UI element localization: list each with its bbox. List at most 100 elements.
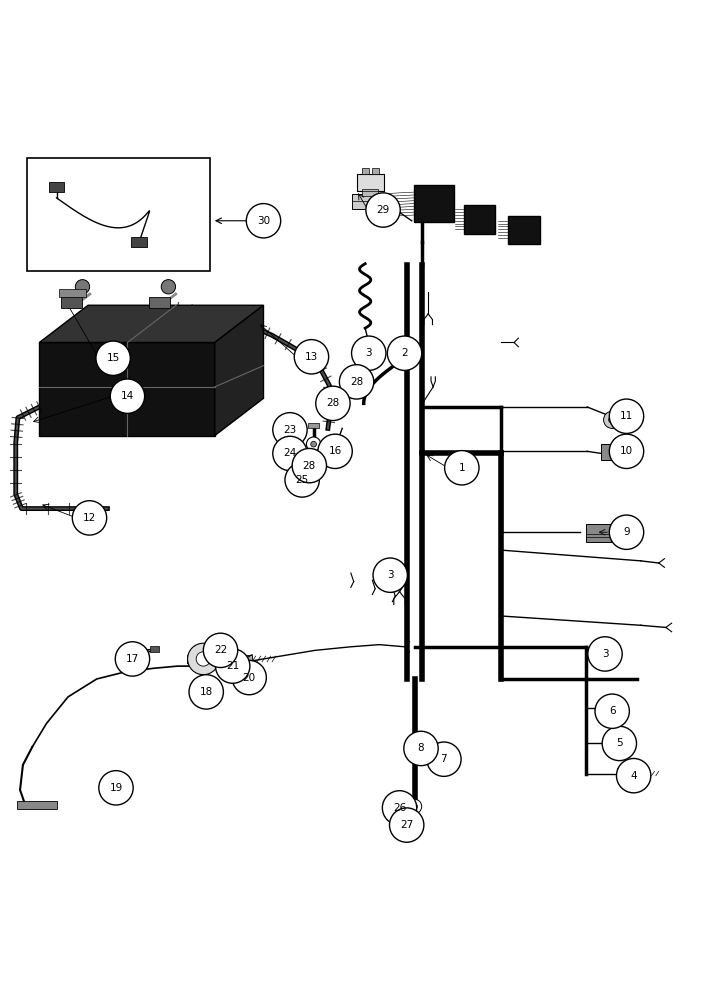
- Text: 3: 3: [365, 348, 372, 358]
- Text: 21: 21: [226, 661, 239, 671]
- Circle shape: [273, 413, 307, 447]
- Bar: [372, 168, 379, 174]
- Text: 9: 9: [623, 527, 630, 537]
- Text: 28: 28: [326, 398, 339, 408]
- Circle shape: [99, 771, 133, 805]
- Circle shape: [435, 755, 441, 761]
- Circle shape: [403, 815, 420, 832]
- Polygon shape: [215, 305, 263, 436]
- Circle shape: [616, 758, 651, 793]
- Text: 30: 30: [257, 216, 270, 226]
- Circle shape: [330, 400, 336, 406]
- Text: 16: 16: [329, 446, 342, 456]
- Circle shape: [412, 740, 427, 754]
- Circle shape: [196, 652, 211, 666]
- Circle shape: [294, 340, 329, 374]
- Circle shape: [445, 451, 479, 485]
- Bar: [362, 189, 378, 196]
- Circle shape: [366, 193, 400, 227]
- Circle shape: [387, 336, 422, 370]
- Circle shape: [417, 744, 422, 750]
- Circle shape: [306, 456, 321, 470]
- Circle shape: [404, 731, 438, 766]
- Bar: [352, 194, 379, 209]
- Text: 13: 13: [305, 352, 318, 362]
- Bar: [131, 237, 147, 247]
- Circle shape: [188, 643, 219, 675]
- Circle shape: [316, 386, 350, 421]
- Bar: [586, 524, 611, 542]
- Circle shape: [311, 460, 316, 466]
- Circle shape: [75, 280, 90, 294]
- Circle shape: [611, 740, 618, 747]
- Circle shape: [232, 660, 266, 695]
- Text: 8: 8: [417, 743, 425, 753]
- Bar: [357, 174, 384, 191]
- Circle shape: [382, 791, 417, 825]
- Circle shape: [427, 742, 461, 776]
- Text: 17: 17: [126, 654, 139, 664]
- Bar: [243, 655, 252, 663]
- Bar: [600, 703, 613, 713]
- Bar: [308, 423, 319, 428]
- Circle shape: [602, 726, 637, 761]
- Text: 28: 28: [350, 377, 363, 387]
- Bar: [619, 447, 634, 457]
- Circle shape: [318, 434, 352, 468]
- Circle shape: [72, 501, 107, 535]
- Text: 27: 27: [400, 820, 413, 830]
- Circle shape: [306, 437, 321, 451]
- Circle shape: [110, 379, 145, 413]
- Circle shape: [306, 463, 312, 468]
- Bar: [390, 347, 403, 355]
- Polygon shape: [39, 342, 215, 436]
- Circle shape: [332, 446, 339, 453]
- Bar: [59, 289, 86, 297]
- Circle shape: [609, 399, 644, 433]
- Circle shape: [609, 416, 616, 423]
- Text: 7: 7: [440, 754, 448, 764]
- Circle shape: [407, 799, 422, 814]
- Text: 22: 22: [214, 645, 227, 655]
- Circle shape: [588, 637, 622, 671]
- Text: 24: 24: [284, 448, 296, 458]
- Circle shape: [595, 694, 629, 728]
- Text: 11: 11: [620, 411, 633, 421]
- Bar: [17, 801, 57, 809]
- Text: 29: 29: [377, 205, 390, 215]
- Text: 19: 19: [110, 783, 122, 793]
- Circle shape: [115, 642, 150, 676]
- Text: 15: 15: [107, 353, 120, 363]
- Circle shape: [96, 341, 130, 375]
- Circle shape: [609, 515, 644, 549]
- Circle shape: [216, 649, 250, 683]
- Circle shape: [285, 463, 319, 497]
- Text: 3: 3: [387, 570, 394, 580]
- Bar: [362, 168, 369, 174]
- Circle shape: [246, 204, 281, 238]
- Bar: [149, 297, 170, 308]
- Text: 23: 23: [284, 425, 296, 435]
- Circle shape: [354, 381, 359, 387]
- Text: 2: 2: [401, 348, 408, 358]
- Bar: [49, 182, 64, 192]
- Circle shape: [326, 396, 340, 410]
- Text: 1: 1: [458, 463, 465, 473]
- Circle shape: [339, 365, 374, 399]
- Bar: [508, 216, 540, 244]
- Text: 5: 5: [616, 738, 623, 748]
- Polygon shape: [39, 305, 263, 342]
- Text: 4: 4: [630, 771, 637, 781]
- Bar: [150, 646, 159, 652]
- Bar: [61, 297, 82, 308]
- Circle shape: [292, 448, 326, 483]
- Circle shape: [311, 441, 316, 447]
- Circle shape: [161, 280, 175, 294]
- Text: 3: 3: [601, 649, 609, 659]
- Text: 26: 26: [393, 803, 406, 813]
- Text: 10: 10: [620, 446, 633, 456]
- Text: 6: 6: [609, 706, 616, 716]
- Bar: [198, 686, 209, 692]
- Bar: [414, 185, 454, 222]
- Circle shape: [203, 633, 238, 668]
